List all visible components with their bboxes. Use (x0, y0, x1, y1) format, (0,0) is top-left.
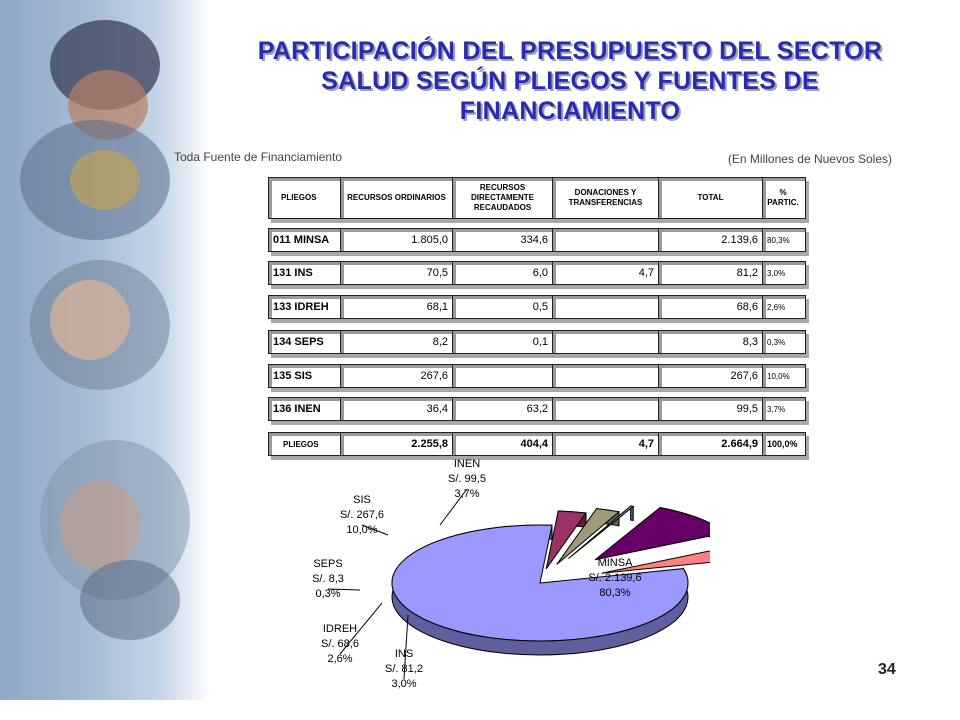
row-donaciones: 4,7 (552, 261, 658, 285)
pie-label-seps-pct: 0,3% (315, 588, 340, 600)
table-total-row: PLIEGOS 2.255,8 404,4 4,7 2.664,9 100,0% (268, 432, 806, 456)
header-total: TOTAL (658, 177, 762, 219)
row-total: 68,6 (658, 295, 762, 319)
row-name: 134 SEPS (268, 330, 340, 354)
title-line-3: FINANCIAMIENTO (459, 97, 681, 125)
row-ordinarios: 70,5 (340, 261, 452, 285)
pie-label-ins-value: S/. 81,2 (385, 663, 423, 675)
row-directamente-recaudados: 63,2 (452, 397, 552, 421)
pie-label-ins-name: INS (395, 648, 413, 660)
header-pliegos: PLIEGOS (268, 177, 340, 219)
table-row: 133 IDREH 68,1 0,5 68,6 2,6% (268, 295, 806, 319)
row-name: 135 SIS (268, 364, 340, 388)
pie-label-seps-value: S/. 8,3 (312, 573, 344, 585)
pie-label-minsa-name: MINSA (598, 557, 634, 569)
pie-label-minsa-value: S/. 2.139,6 (588, 572, 641, 584)
pie-slice-idreh (556, 508, 621, 565)
header-donaciones: DONACIONES Y TRANSFERENCIAS (552, 177, 658, 219)
photo-background (0, 0, 210, 700)
table-row: 011 MINSA 1.805,0 334,6 2.139,6 80,3% (268, 228, 806, 252)
total-total: 2.664,9 (658, 432, 762, 456)
header-recursos-ordinarios: RECURSOS ORDINARIOS (340, 177, 452, 219)
table-row: 136 INEN 36,4 63,2 99,5 3,7% (268, 397, 806, 421)
table-row: 134 SEPS 8,2 0,1 8,3 0,3% (268, 330, 806, 354)
row-ordinarios: 267,6 (340, 364, 452, 388)
pie-label-sis-name: SIS (353, 494, 371, 506)
pie-label-idreh-pct: 2,6% (327, 653, 352, 665)
title-line-2: SALUD SEGÚN PLIEGOS Y FUENTES DE (321, 67, 819, 95)
row-directamente-recaudados: 334,6 (452, 228, 552, 252)
row-name: 136 INEN (268, 397, 340, 421)
pie-label-ins-pct: 3,0% (391, 678, 416, 690)
row-name: 131 INS (268, 261, 340, 285)
pie-slice-ins (545, 510, 587, 570)
pie-slice-seps (568, 505, 635, 560)
total-directamente-recaudados: 404,4 (452, 432, 552, 456)
row-donaciones (552, 397, 658, 421)
header-recursos-directamente-recaudados: RECURSOS DIRECTAMENTE RECAUDADOS (452, 177, 552, 219)
row-pct: 0,3% (762, 330, 806, 354)
pie-labels: MINSA S/. 2.139,6 80,3% INS S/. 81,2 3,0% IDRE… (312, 458, 642, 690)
row-pct: 3,0% (762, 261, 806, 285)
total-donaciones: 4,7 (552, 432, 658, 456)
pie-slice-minsa (391, 524, 689, 642)
row-donaciones (552, 364, 658, 388)
table-header-row: PLIEGOS RECURSOS ORDINARIOS RECURSOS DIR… (268, 177, 806, 219)
pie-slices (391, 505, 710, 656)
row-directamente-recaudados (452, 364, 552, 388)
leader-line-sis (361, 524, 389, 536)
row-ordinarios: 36,4 (340, 397, 452, 421)
row-donaciones (552, 295, 658, 319)
row-name: 133 IDREH (268, 295, 340, 319)
total-pct: 100,0% (762, 432, 806, 456)
pie-slice-inen (601, 550, 710, 574)
page-number: 34 (878, 661, 896, 678)
pie-label-minsa-pct: 80,3% (599, 587, 630, 599)
row-ordinarios: 1.805,0 (340, 228, 452, 252)
pie-label-inen-value: S/. 99,5 (448, 473, 486, 485)
row-donaciones (552, 228, 658, 252)
pie-label-idreh-value: S/. 68,6 (321, 638, 359, 650)
row-ordinarios: 8,2 (340, 330, 452, 354)
page-title: PARTICIPACIÓN DEL PRESUPUESTO DEL SECTOR… (200, 36, 940, 126)
pie-slice-sis (594, 507, 710, 561)
row-total: 81,2 (658, 261, 762, 285)
row-pct: 2,6% (762, 295, 806, 319)
row-total: 99,5 (658, 397, 762, 421)
pie-label-sis-pct: 10,0% (346, 524, 377, 536)
pie-label-sis-value: S/. 267,6 (340, 509, 384, 521)
total-ordinarios: 2.255,8 (340, 432, 452, 456)
leader-line-idreh (339, 602, 383, 655)
table-row: 135 SIS 267,6 267,6 10,0% (268, 364, 806, 388)
budget-pie-chart: MINSA S/. 2.139,6 80,3% INS S/. 81,2 3,0% IDRE… (312, 458, 710, 690)
pie-label-idreh-name: IDREH (323, 623, 357, 635)
header-partic: % PARTIC. (762, 177, 806, 219)
row-pct: 80,3% (762, 228, 806, 252)
row-pct: 3,7% (762, 397, 806, 421)
leader-line-seps (327, 588, 361, 591)
leader-line-ins (403, 614, 409, 680)
row-total: 2.139,6 (658, 228, 762, 252)
row-total: 8,3 (658, 330, 762, 354)
funding-source-note: Toda Fuente de Financiamiento (174, 150, 343, 164)
title-line-1: PARTICIPACIÓN DEL PRESUPUESTO DEL SECTOR (257, 37, 883, 65)
pie-label-inen-name: INEN (454, 458, 480, 470)
pie-label-seps-name: SEPS (313, 558, 342, 570)
pie-label-inen-pct: 3,7% (454, 488, 479, 500)
row-pct: 10,0% (762, 364, 806, 388)
row-directamente-recaudados: 0,5 (452, 295, 552, 319)
units-note: (En Millones de Nuevos Soles) (727, 152, 892, 166)
leader-line-inen (439, 488, 468, 526)
total-name: PLIEGOS (268, 432, 340, 456)
table-row: 131 INS 70,5 6,0 4,7 81,2 3,0% (268, 261, 806, 285)
row-directamente-recaudados: 6,0 (452, 261, 552, 285)
row-name: 011 MINSA (268, 228, 340, 252)
row-total: 267,6 (658, 364, 762, 388)
row-ordinarios: 68,1 (340, 295, 452, 319)
row-donaciones (552, 330, 658, 354)
row-directamente-recaudados: 0,1 (452, 330, 552, 354)
